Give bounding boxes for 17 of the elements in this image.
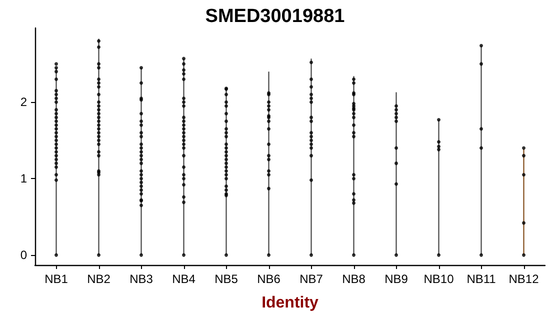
x-tick-label: NB9 [384, 272, 408, 286]
x-tick-label: NB8 [342, 272, 366, 286]
x-tick-label: NB1 [44, 272, 68, 286]
chart-title: SMED30019881 [205, 6, 346, 27]
x-tick-label: NB10 [424, 272, 454, 286]
x-tick-label: NB11 [466, 272, 496, 286]
x-tick-label: NB7 [300, 272, 324, 286]
x-tick-label: NB3 [130, 272, 154, 286]
y-tick-label: 2 [20, 95, 28, 110]
y-tick-label: 0 [20, 248, 28, 262]
x-tick-label: NB4 [172, 272, 196, 286]
x-tick-label: NB5 [214, 272, 238, 286]
x-axis-title: Identity [262, 294, 319, 312]
y-tick-label: 1 [20, 172, 28, 186]
x-tick-label: NB2 [87, 272, 111, 286]
x-tick-label: NB6 [257, 272, 281, 286]
x-tick-label: NB12 [508, 272, 540, 286]
